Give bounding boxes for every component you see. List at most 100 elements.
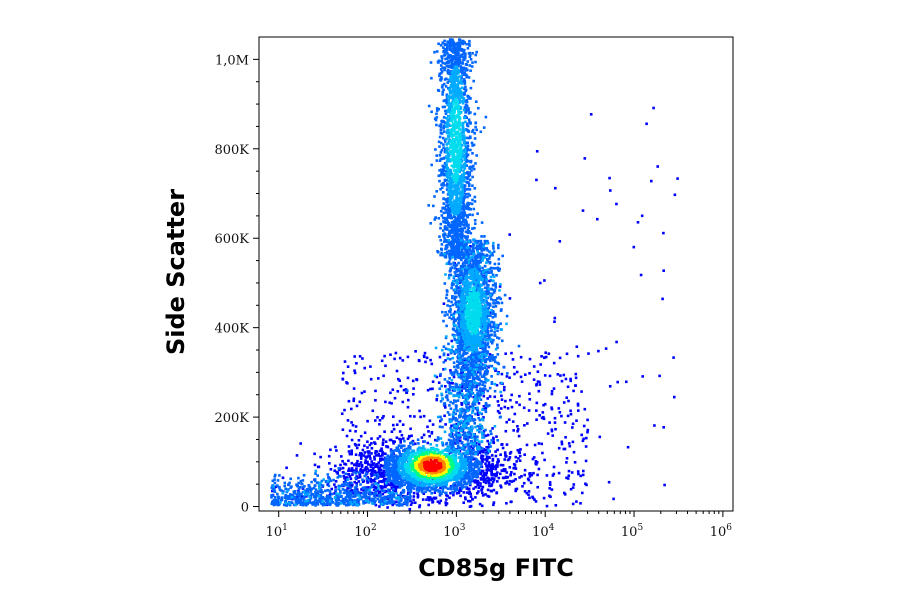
event-dot [458, 314, 461, 317]
event-dot [449, 262, 452, 266]
event-dot [407, 484, 410, 487]
event-dot [468, 39, 471, 43]
event-dot [426, 496, 430, 499]
event-dot [457, 301, 461, 304]
event-dot [463, 352, 466, 355]
event-dot [469, 148, 472, 152]
event-dot [449, 273, 453, 277]
event-dot [477, 425, 481, 428]
event-dot [389, 391, 392, 395]
event-dot [467, 175, 470, 178]
event-dot [484, 410, 488, 414]
event-dot [496, 353, 500, 356]
event-dot [461, 343, 464, 347]
event-dot [453, 219, 456, 223]
event-dot [461, 80, 465, 83]
event-dot [496, 343, 499, 347]
event-dot [458, 422, 462, 426]
event-dot [475, 357, 478, 360]
event-dot [408, 447, 412, 450]
event-dot [538, 383, 542, 386]
event-dot [482, 436, 486, 439]
event-dot [431, 423, 435, 426]
event-dot [582, 469, 585, 473]
event-dot [311, 503, 314, 506]
event-dot [548, 494, 551, 498]
event-dot [490, 271, 493, 274]
event-dot [532, 365, 536, 368]
event-dot [465, 491, 469, 494]
event-dot [564, 436, 567, 439]
event-dot [423, 440, 426, 443]
event-dot [552, 472, 556, 476]
event-dot [454, 442, 457, 445]
event-dot [365, 461, 369, 464]
event-dot [441, 84, 444, 87]
event-dot [399, 441, 402, 444]
event-dot [276, 492, 279, 496]
event-dot [307, 501, 311, 504]
event-dot [493, 334, 496, 337]
event-dot [505, 443, 509, 446]
event-dot [358, 462, 361, 466]
event-dot [458, 416, 461, 419]
event-dot [480, 331, 484, 334]
event-dot [543, 402, 547, 406]
event-dot [409, 486, 413, 489]
event-dot [473, 403, 477, 406]
event-dot [443, 105, 446, 109]
event-dot [445, 324, 448, 328]
event-dot [380, 485, 383, 488]
event-dot [461, 394, 464, 397]
event-dot [508, 376, 511, 379]
event-dot [464, 414, 468, 418]
event-dot [366, 455, 370, 458]
event-dot [472, 207, 476, 211]
event-dot [516, 428, 520, 431]
event-dot [487, 271, 491, 274]
event-dot [581, 209, 585, 212]
event-dot [312, 486, 316, 490]
event-dot [482, 353, 485, 357]
event-dot [436, 488, 440, 492]
event-dot [381, 471, 384, 475]
event-dot [485, 300, 488, 304]
event-dot [469, 111, 472, 114]
event-dot [355, 475, 358, 478]
event-dot [456, 44, 460, 48]
event-dot [406, 492, 410, 496]
event-dot [480, 221, 484, 224]
event-dot [270, 494, 273, 497]
event-dot [409, 499, 412, 503]
event-dot [466, 268, 469, 271]
event-dot [381, 441, 385, 444]
event-dot [433, 491, 437, 494]
event-dot [366, 440, 369, 443]
event-dot [465, 389, 468, 393]
event-dot [375, 492, 378, 495]
event-dot [374, 442, 377, 445]
event-dot [433, 50, 436, 54]
event-dot [494, 298, 498, 302]
event-dot [435, 112, 438, 116]
event-dot [499, 453, 502, 456]
event-dot [466, 122, 469, 125]
event-dot [486, 433, 490, 437]
event-dot [454, 319, 458, 322]
event-dot [376, 489, 379, 492]
event-dot [427, 204, 430, 207]
event-dot [466, 141, 469, 145]
event-dot [458, 38, 461, 41]
event-dot [478, 351, 482, 354]
event-dot [392, 451, 395, 454]
event-dot [464, 352, 468, 355]
event-dot [497, 243, 500, 247]
event-dot [482, 126, 486, 129]
event-dot [562, 447, 566, 451]
event-dot [468, 183, 471, 186]
event-dot [353, 486, 357, 489]
event-dot [446, 70, 449, 73]
event-dot [490, 382, 494, 385]
event-dot [299, 503, 302, 506]
event-dot [283, 481, 287, 485]
